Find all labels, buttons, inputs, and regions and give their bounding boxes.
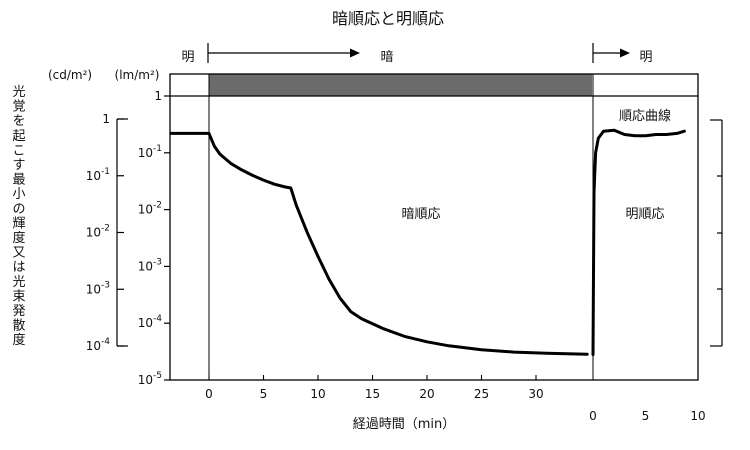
annotation-light-adaptation: 明順応 (625, 207, 664, 222)
annotation-light-curve: 順応曲線 (619, 108, 671, 124)
y-tick-label-cd: 10-2 (86, 224, 110, 240)
phase-label-light-start: 明 (181, 50, 194, 65)
unit-label-cd: (cd/m²) (48, 68, 92, 82)
y-axis-label-char: を (12, 114, 25, 129)
y-axis-label-char: 起 (12, 129, 25, 144)
y-tick-label-cd: 10-4 (86, 337, 111, 353)
y-axis-label-char: 度 (12, 332, 25, 348)
dark-period-bar (209, 74, 592, 96)
y-axis-label-char: こ (12, 143, 25, 158)
x-tick-label-dark: 20 (419, 387, 434, 401)
x-tick-label-light: 0 (589, 409, 597, 423)
x-tick-label-dark: 25 (474, 387, 489, 401)
chart-title: 暗順応と明順応 (332, 9, 444, 28)
adaptation-curve-light (591, 128, 686, 357)
y-axis-label-char: 度 (12, 230, 25, 246)
x-tick-label-dark: 30 (528, 387, 543, 401)
phase-label-light-end: 明 (639, 50, 652, 65)
y-axis-label-char: の (12, 202, 25, 217)
y-axis-label-char: 光 (12, 275, 25, 290)
x-tick-label-dark: 15 (365, 387, 380, 401)
y-axis-label-char: は (12, 260, 25, 275)
light-scale-bracket (710, 119, 723, 347)
y-axis-label-char: 小 (12, 187, 25, 202)
y-tick-label-cd: 10-3 (86, 280, 110, 296)
y-tick-label-cd: 1 (102, 112, 110, 126)
y-tick-label-lm: 10-2 (138, 201, 162, 217)
y-axis-label-char: 散 (12, 319, 25, 334)
y-tick-label-lm: 10-1 (138, 144, 162, 160)
y-axis-label-char: 輝 (12, 216, 25, 231)
y-axis-label-char: 発 (12, 304, 25, 319)
adaptation-curve-dark (169, 131, 589, 356)
plot-frame (169, 73, 699, 381)
y-axis-label-char: す (12, 158, 25, 173)
y-tick-label-lm: 1 (154, 89, 162, 103)
phase-arrow-dark (207, 43, 360, 63)
x-tick-label-dark: 10 (310, 387, 325, 401)
x-tick-label-dark: 5 (260, 387, 268, 401)
annotation-dark-adaptation: 暗順応 (401, 207, 440, 222)
y-axis-label-char: 最 (12, 173, 25, 188)
x-tick-label-light: 5 (642, 409, 650, 423)
cd-scale-bracket (116, 118, 128, 347)
y-axis-label-char: 束 (12, 289, 25, 304)
y-axis-label-char: 又 (12, 246, 25, 261)
y-axis-label-char: 覚 (12, 100, 25, 115)
phase-label-dark: 暗 (380, 50, 393, 65)
unit-label-lm: (lm/m²) (115, 68, 160, 82)
x-axis-label: 経過時間（min） (353, 417, 456, 432)
y-tick-label-lm: 10-4 (138, 314, 163, 330)
y-axis-label-char: 光 (12, 85, 25, 100)
y-tick-label-cd: 10-1 (86, 167, 110, 183)
y-tick-label-lm: 10-3 (138, 257, 162, 273)
y-tick-label-lm: 10-5 (138, 371, 162, 387)
phase-arrow-light (592, 43, 630, 63)
x-tick-label-dark: 0 (205, 387, 213, 401)
x-tick-label-light: 10 (690, 409, 705, 423)
